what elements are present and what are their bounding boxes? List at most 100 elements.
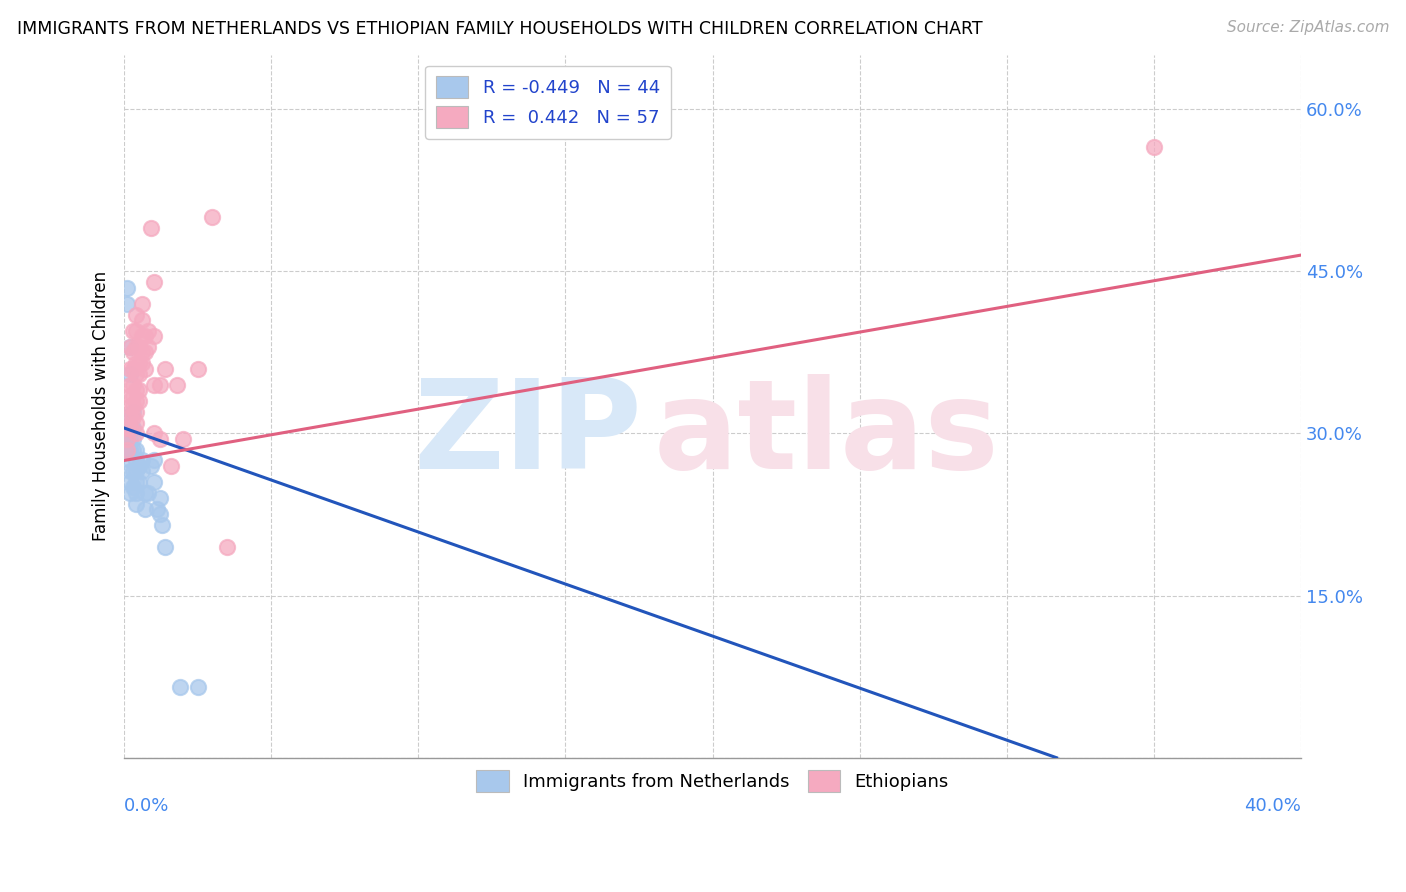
Point	[131, 356, 153, 370]
Point	[142, 475, 165, 489]
Point	[152, 518, 174, 533]
Point	[120, 421, 142, 435]
Point	[115, 421, 138, 435]
Text: IMMIGRANTS FROM NETHERLANDS VS ETHIOPIAN FAMILY HOUSEHOLDS WITH CHILDREN CORRELA: IMMIGRANTS FROM NETHERLANDS VS ETHIOPIAN…	[17, 20, 983, 37]
Point	[122, 377, 145, 392]
Point	[125, 405, 148, 419]
Point	[131, 329, 153, 343]
Point	[131, 297, 153, 311]
Point	[148, 508, 170, 522]
Point	[120, 432, 142, 446]
Point	[122, 432, 145, 446]
Point	[115, 297, 138, 311]
Text: 40.0%: 40.0%	[1244, 797, 1301, 814]
Point	[125, 475, 148, 489]
Point	[122, 388, 145, 402]
Point	[128, 383, 150, 397]
Y-axis label: Family Households with Children: Family Households with Children	[93, 271, 110, 541]
Point	[128, 475, 150, 489]
Point	[120, 400, 142, 414]
Point	[120, 475, 142, 489]
Point	[134, 486, 156, 500]
Point	[120, 453, 142, 467]
Point	[125, 416, 148, 430]
Point	[125, 308, 148, 322]
Text: 0.0%: 0.0%	[124, 797, 170, 814]
Point	[187, 681, 209, 695]
Point	[120, 367, 142, 381]
Point	[142, 453, 165, 467]
Point	[125, 486, 148, 500]
Point	[125, 340, 148, 354]
Point	[187, 361, 209, 376]
Point	[128, 394, 150, 409]
Point	[125, 367, 148, 381]
Point	[120, 340, 142, 354]
Point	[115, 442, 138, 457]
Point	[120, 486, 142, 500]
Point	[122, 421, 145, 435]
Point	[120, 377, 142, 392]
Point	[122, 324, 145, 338]
Point	[217, 540, 239, 554]
Point	[148, 491, 170, 506]
Point	[131, 464, 153, 478]
Point	[142, 377, 165, 392]
Point	[125, 497, 148, 511]
Point	[125, 442, 148, 457]
Point	[122, 400, 145, 414]
Point	[128, 458, 150, 473]
Legend: Immigrants from Netherlands, Ethiopians: Immigrants from Netherlands, Ethiopians	[467, 761, 957, 801]
Point	[120, 340, 142, 354]
Point	[201, 211, 224, 225]
Point	[122, 410, 145, 425]
Point	[136, 324, 159, 338]
Point	[142, 275, 165, 289]
Point	[125, 453, 148, 467]
Point	[145, 502, 167, 516]
Point	[122, 405, 145, 419]
Point	[122, 464, 145, 478]
Point	[122, 345, 145, 359]
Point	[125, 426, 148, 441]
Point	[131, 345, 153, 359]
Point	[120, 388, 142, 402]
Point	[142, 426, 165, 441]
Point	[122, 480, 145, 494]
Point	[1143, 140, 1166, 154]
Point	[155, 540, 177, 554]
Text: atlas: atlas	[654, 374, 1000, 495]
Point	[128, 367, 150, 381]
Point	[128, 340, 150, 354]
Point	[134, 502, 156, 516]
Point	[125, 394, 148, 409]
Point	[125, 356, 148, 370]
Point	[115, 421, 138, 435]
Point	[166, 377, 188, 392]
Point	[172, 432, 194, 446]
Point	[148, 377, 170, 392]
Point	[115, 432, 138, 446]
Point	[136, 486, 159, 500]
Point	[139, 458, 162, 473]
Point	[134, 361, 156, 376]
Point	[139, 221, 162, 235]
Point	[136, 340, 159, 354]
Point	[120, 442, 142, 457]
Point	[155, 361, 177, 376]
Point	[120, 410, 142, 425]
Point	[120, 361, 142, 376]
Point	[120, 421, 142, 435]
Point	[134, 345, 156, 359]
Point	[115, 442, 138, 457]
Point	[125, 324, 148, 338]
Point	[148, 432, 170, 446]
Point	[115, 280, 138, 294]
Point	[125, 383, 148, 397]
Point	[128, 356, 150, 370]
Point	[120, 464, 142, 478]
Point	[115, 432, 138, 446]
Point	[122, 442, 145, 457]
Point	[131, 313, 153, 327]
Point	[125, 464, 148, 478]
